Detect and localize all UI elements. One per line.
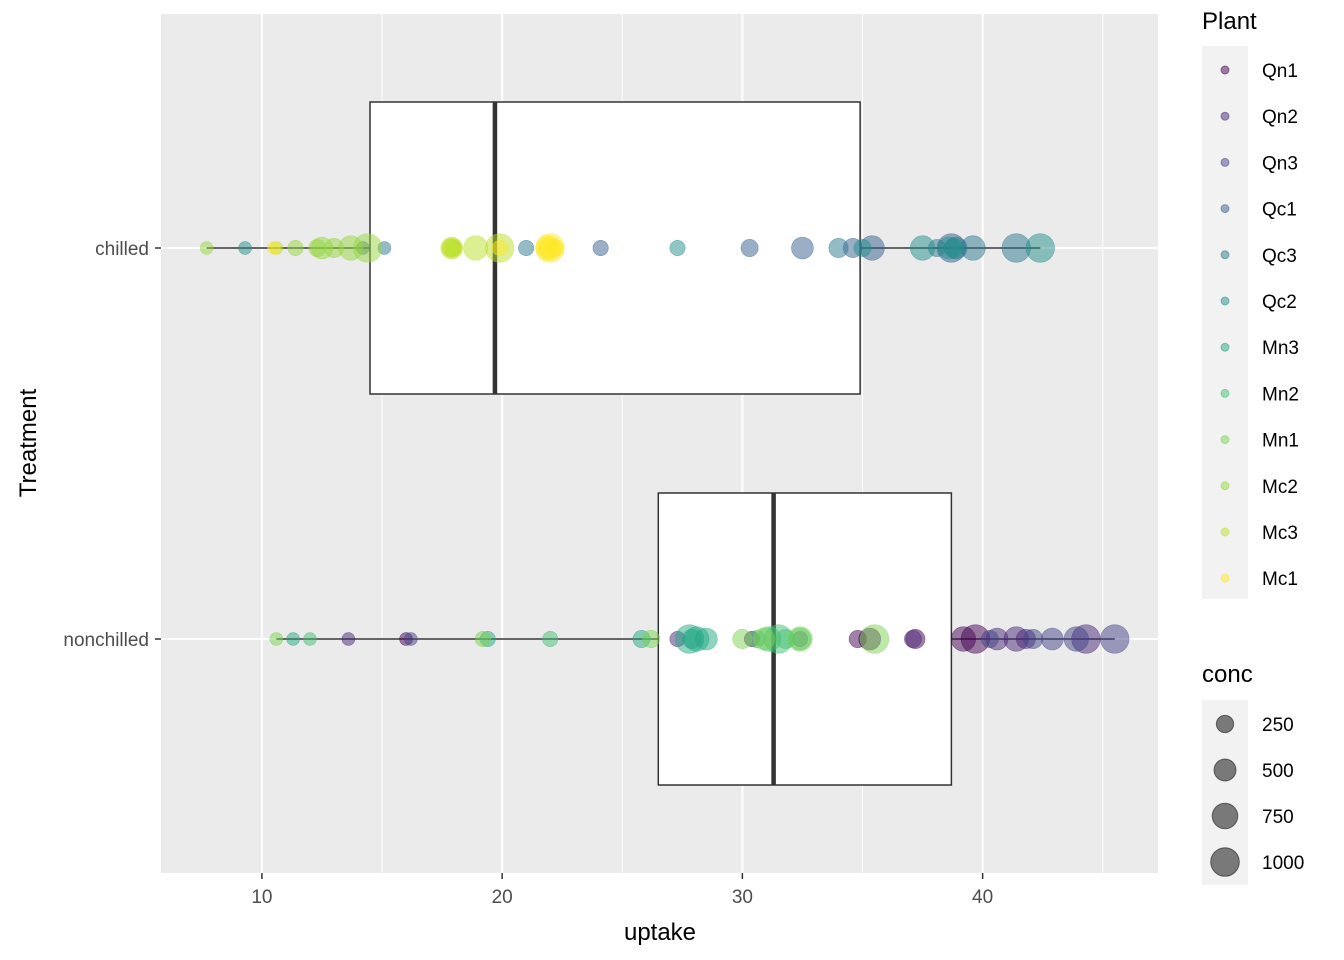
legend-plant-label: Mn1 (1262, 431, 1299, 452)
legend-conc: conc 250 500 750 1000 (1202, 661, 1304, 885)
data-point (752, 627, 776, 651)
data-point (853, 239, 872, 257)
data-point (674, 624, 705, 654)
data-point (1041, 627, 1064, 651)
data-point (980, 630, 999, 648)
legend-conc-key (1210, 847, 1240, 877)
legend-plant-key (1220, 527, 1230, 537)
legend-plant-key (1220, 435, 1230, 445)
legend-plant-label: Mn3 (1262, 338, 1299, 359)
data-point (592, 239, 609, 257)
data-point (859, 624, 890, 654)
legend-plant-key (1220, 573, 1230, 583)
data-point (491, 239, 508, 257)
data-point (732, 629, 753, 649)
data-point (199, 241, 214, 255)
legend-plant-key (1220, 204, 1230, 214)
data-point (310, 236, 334, 260)
data-points (199, 233, 1130, 654)
legend-plant-key (1220, 157, 1230, 167)
data-point (269, 632, 284, 646)
data-point (669, 239, 686, 257)
data-point (960, 235, 986, 261)
data-point (287, 239, 304, 257)
data-point (904, 630, 922, 648)
legend-conc-label: 750 (1262, 807, 1294, 828)
data-point (404, 632, 418, 646)
legend-plant-label: Qn2 (1262, 107, 1298, 128)
data-point (937, 236, 961, 260)
legend-conc-label: 250 (1262, 715, 1294, 736)
legend-conc-label: 500 (1262, 761, 1294, 782)
data-point (463, 235, 489, 261)
y-tick-label: nonchilled (63, 630, 149, 651)
data-point (828, 238, 849, 258)
data-point (303, 632, 317, 646)
data-point (286, 632, 300, 646)
data-point (474, 630, 491, 648)
legend-conc-title: conc (1202, 661, 1253, 688)
legend-plant-label: Qn1 (1262, 61, 1298, 82)
legend-conc-key (1213, 758, 1237, 782)
data-point (518, 239, 535, 257)
data-point (267, 241, 281, 255)
data-point (238, 241, 252, 255)
legend-conc-label: 1000 (1262, 853, 1304, 874)
legend-plant-key (1220, 296, 1230, 306)
x-tick-label: 20 (492, 887, 513, 908)
data-point (341, 632, 356, 646)
y-axis-title: Treatment (15, 388, 42, 497)
data-point (1100, 624, 1130, 654)
legend-plant-label: Mc2 (1262, 477, 1298, 498)
legend-plant-label: Qc1 (1262, 200, 1297, 221)
legend-conc-key (1211, 802, 1239, 830)
legend-plant-label: Qc3 (1262, 246, 1297, 267)
legend-plant-key (1220, 111, 1230, 121)
legend-plant-background (1202, 46, 1248, 599)
data-point (909, 235, 936, 261)
data-point (740, 239, 759, 257)
data-point (791, 236, 814, 260)
legend-plant-key (1220, 65, 1230, 75)
data-point (642, 630, 661, 648)
data-point (353, 233, 383, 263)
data-point (440, 236, 463, 260)
data-point (535, 233, 565, 263)
x-tick-label: 10 (251, 887, 272, 908)
legend-plant-label: Qc2 (1262, 292, 1297, 313)
legend-plant-title: Plant (1202, 8, 1257, 35)
legend-plant-label: Qn3 (1262, 153, 1298, 174)
legend-plant-label: Mc1 (1262, 569, 1298, 590)
legend-plant-key (1220, 342, 1230, 352)
legend-plant-key (1220, 250, 1230, 260)
legend-plant: Plant Qn1 Qn2 Qn3 Qc1 Qc3 Qc2 Mn3 Mn2 Mn1 Mc2 Mc3 M… (1202, 8, 1299, 599)
legend-plant-label: Mn2 (1262, 384, 1299, 405)
x-tick-label: 40 (972, 887, 993, 908)
legend-conc-key (1215, 714, 1235, 734)
data-point (1023, 629, 1044, 649)
legend-plant-key (1220, 388, 1230, 398)
data-point (1063, 626, 1089, 652)
data-point (787, 626, 813, 652)
x-axis-title: uptake (624, 919, 696, 946)
data-point (542, 630, 559, 648)
data-point (1025, 233, 1055, 263)
legend-plant-label: Mc3 (1262, 523, 1298, 544)
x-tick-label: 30 (732, 887, 753, 908)
y-tick-label: chilled (95, 239, 149, 260)
axes: 10 20 30 40 chilled nonchilled (63, 239, 993, 908)
legend-plant-key (1220, 481, 1230, 491)
